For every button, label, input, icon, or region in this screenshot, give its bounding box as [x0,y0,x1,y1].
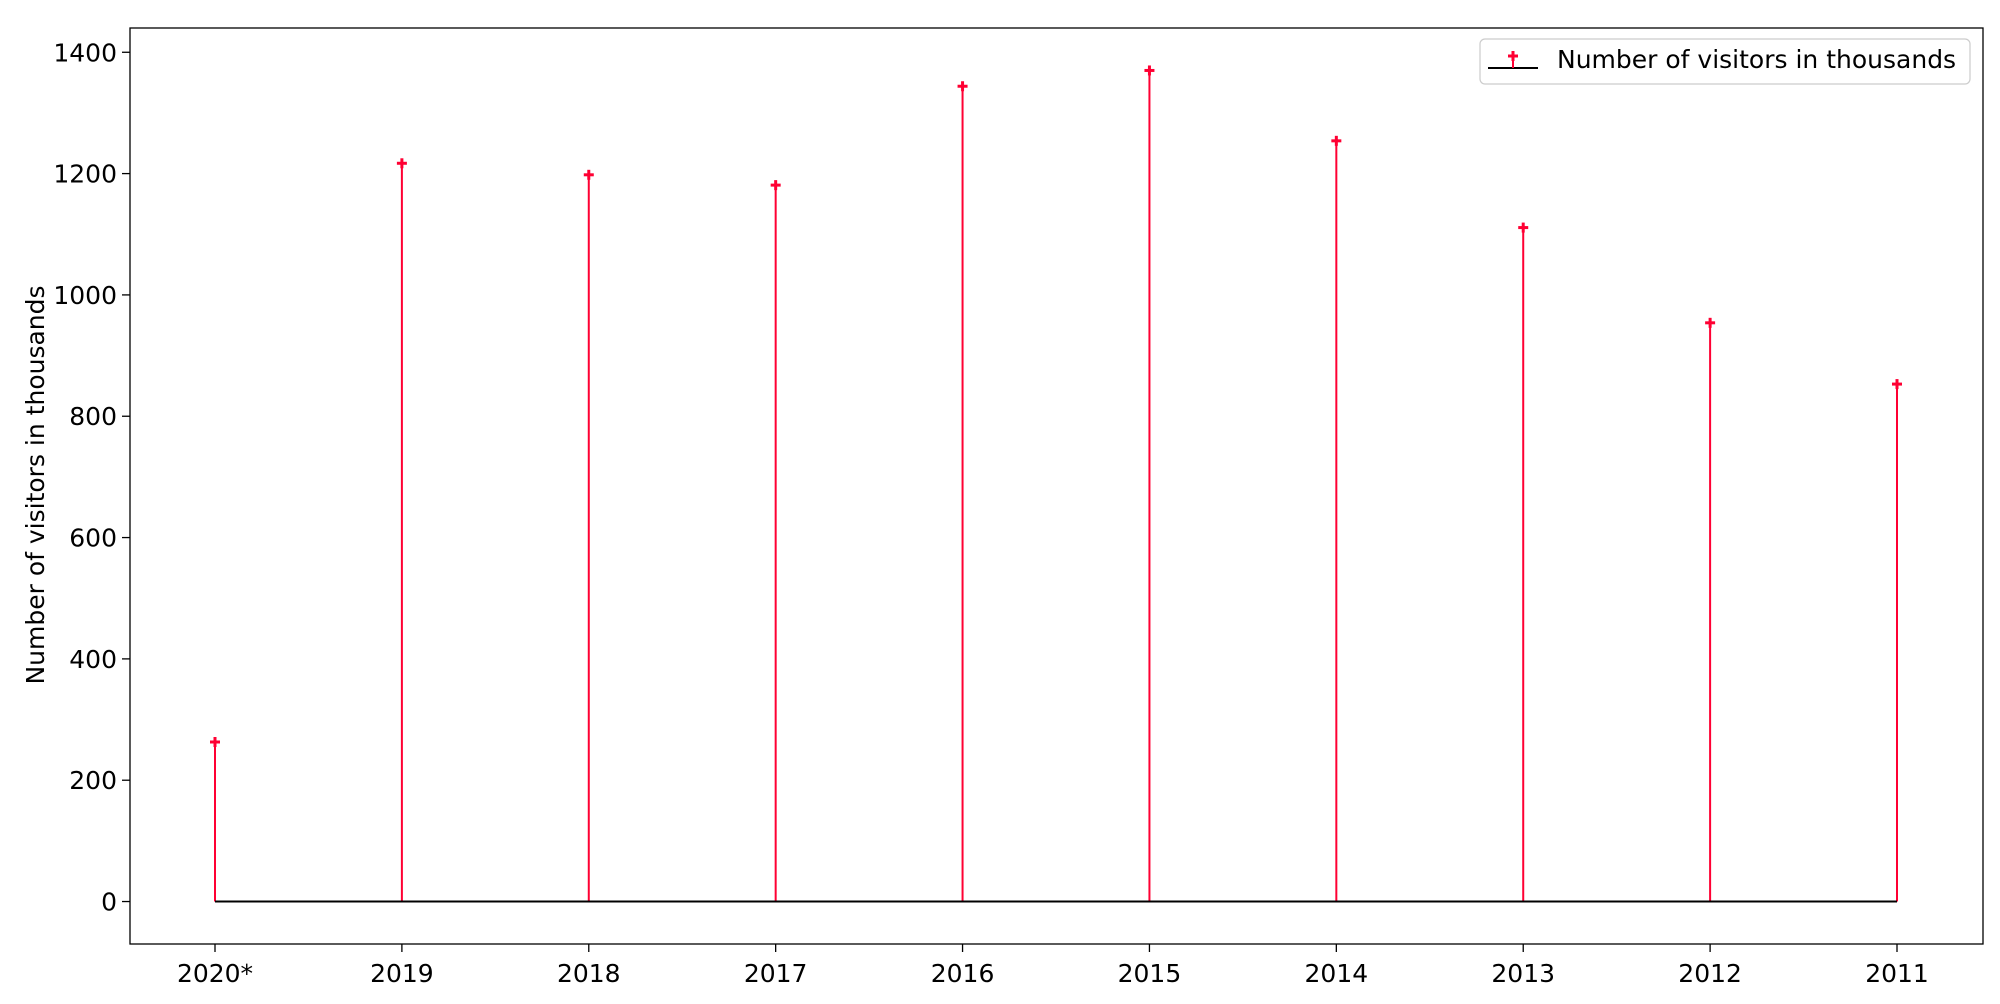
plot-area [210,65,1902,903]
stem-marker-2014 [1331,135,1342,146]
stem-marker-2015 [1144,65,1155,76]
legend-marker-swatch [1508,51,1518,61]
y-tick-label-400: 400 [69,645,117,674]
stem-marker-2016 [957,81,968,92]
x-tick-label-2013: 2013 [1491,959,1555,988]
axes: 0 200 400 600 800 1000 1200 1400 2020* 2019 2018 20… [53,27,1984,988]
stem-marker-2012 [1705,317,1716,328]
y-tick-label-1000: 1000 [53,281,117,310]
x-tick-label-2019: 2019 [370,959,434,988]
stem-marker-2020* [210,736,220,747]
stem-marker-2013 [1518,222,1529,233]
y-axis-label: Number of visitors in thousands [21,285,50,684]
x-tick-label-2015: 2015 [1118,959,1182,988]
legend-box [1479,38,1971,85]
x-tick-label-2012: 2012 [1678,959,1742,988]
stem-marker-2011 [1892,379,1902,390]
stem-marker-2017 [770,180,781,191]
stem-marker-2018 [583,169,594,180]
y-tick-label-600: 600 [69,524,117,553]
y-tick-label-1200: 1200 [53,160,117,189]
x-tick-label-2014: 2014 [1305,959,1369,988]
y-tick-label-0: 0 [101,888,117,917]
y-tick-label-200: 200 [69,766,117,795]
legend-label: Number of visitors in thousands [1557,45,1956,74]
x-tick-label-2017: 2017 [744,959,808,988]
y-tick-label-800: 800 [69,402,117,431]
x-tick-label-2018: 2018 [557,959,621,988]
x-tick-label-2016: 2016 [931,959,995,988]
x-tick-label-2011: 2011 [1865,959,1929,988]
plot-frame [129,27,1984,945]
y-tick-label-1400: 1400 [53,38,117,67]
stem-marker-2019 [396,158,407,169]
x-tick-label-2020*: 2020* [177,959,253,988]
legend: Number of visitors in thousands [1479,38,1971,85]
